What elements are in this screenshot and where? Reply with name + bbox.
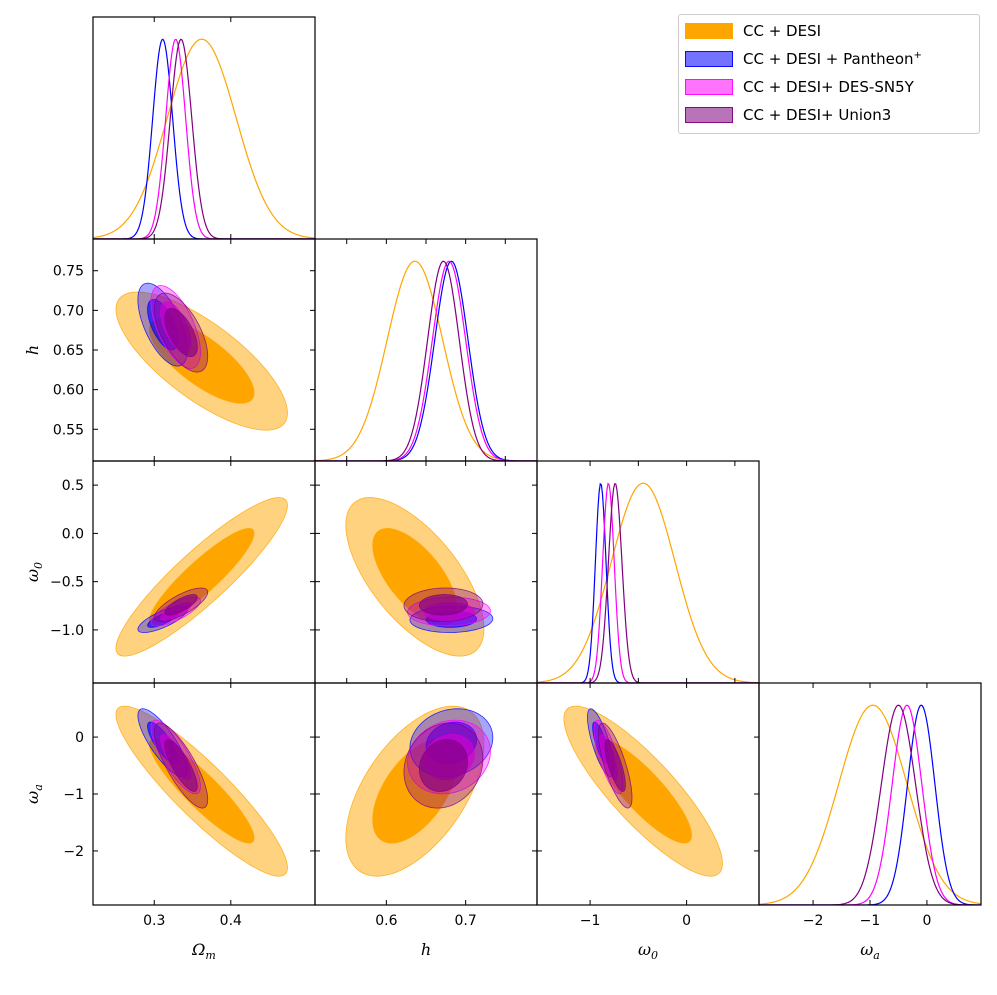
x-tick-label: −1 — [860, 913, 881, 929]
x-tick-label: 0.3 — [143, 913, 165, 929]
y-tick-label: 0.55 — [53, 422, 84, 438]
legend-label: CC + DESI + Pantheon+ — [743, 50, 922, 68]
y-tick-label: 0.75 — [53, 264, 84, 280]
marginal-curve-2 — [537, 482, 759, 683]
y-tick-label: 0 — [75, 730, 84, 746]
marginal-curve-1 — [93, 38, 315, 239]
legend-swatch-pantheon — [685, 51, 733, 67]
contour-3-inner — [418, 739, 468, 792]
contour-3-inner — [164, 739, 198, 792]
axis-label-omega_a: ωa — [23, 784, 45, 804]
marginal-curve-2 — [93, 38, 315, 239]
legend-label: CC + DESI+ Union3 — [743, 106, 892, 124]
contour-3-inner — [164, 308, 198, 358]
x-tick-label: 0.7 — [455, 913, 477, 929]
panel-frame — [92, 16, 316, 240]
legend-entry: CC + DESI — [685, 17, 979, 45]
axis-label-omega_a: ωa — [860, 940, 880, 962]
marginal-curve-3 — [315, 260, 537, 461]
panel-h-h — [315, 260, 537, 461]
legend-entry: CC + DESI+ DES-SN5Y — [685, 73, 979, 101]
legend-swatch-cc-desi — [685, 23, 733, 39]
marginal-curve-0 — [537, 482, 759, 683]
legend: CC + DESI CC + DESI + Pantheon+ CC + DES… — [678, 14, 980, 134]
panel-omega_0-omega_a — [563, 705, 723, 877]
marginal-curve-0 — [315, 260, 537, 461]
marginal-curve-3 — [759, 704, 981, 905]
panel-frame — [536, 460, 760, 684]
legend-label: CC + DESI+ DES-SN5Y — [743, 78, 914, 96]
y-tick-label: 0.65 — [53, 343, 84, 359]
x-tick-label: −2 — [803, 913, 824, 929]
legend-swatch-des-sn5y — [685, 79, 733, 95]
panel-omega_0-omega_0 — [537, 482, 759, 683]
y-tick-label: 0.0 — [62, 526, 84, 542]
axis-label-omega_0: ω0 — [638, 940, 658, 962]
marginal-curve-0 — [759, 704, 981, 905]
y-tick-label: −1 — [63, 787, 84, 803]
contour-3-inner — [418, 594, 468, 616]
marginal-curve-3 — [537, 482, 759, 683]
y-tick-label: −1.0 — [50, 623, 84, 639]
legend-swatch-union3 — [685, 107, 733, 123]
panel-Omega_m-Omega_m — [93, 38, 315, 239]
y-tick-label: −0.5 — [50, 575, 84, 591]
x-tick-label: 0.6 — [375, 913, 397, 929]
panel-Omega_m-h — [115, 282, 288, 431]
axis-label-omega_0: ω0 — [23, 562, 45, 582]
y-tick-label: 0.5 — [62, 478, 84, 494]
marginal-curve-2 — [759, 704, 981, 905]
y-tick-label: 0.70 — [53, 303, 84, 319]
marginal-curve-0 — [93, 38, 315, 239]
marginal-curve-1 — [315, 260, 537, 461]
panel-Omega_m-omega_0 — [115, 497, 288, 657]
x-tick-label: −1 — [580, 913, 601, 929]
axis-label-h: h — [421, 940, 431, 959]
panel-h-omega_0 — [345, 497, 494, 657]
contour-3-inner — [164, 594, 198, 616]
y-tick-label: 0.60 — [53, 383, 84, 399]
x-tick-label: 0 — [682, 913, 691, 929]
contour-3-inner — [604, 739, 626, 792]
panel-h-omega_a — [345, 705, 494, 877]
legend-label: CC + DESI — [743, 22, 822, 40]
y-tick-label: −2 — [63, 844, 84, 860]
legend-entry: CC + DESI+ Union3 — [685, 101, 979, 129]
axis-label-h: h — [23, 345, 42, 355]
legend-entry: CC + DESI + Pantheon+ — [685, 45, 979, 73]
panel-Omega_m-omega_a — [115, 705, 288, 877]
marginal-curve-3 — [93, 38, 315, 239]
panel-omega_a-omega_a — [759, 704, 981, 905]
marginal-curve-2 — [315, 260, 537, 461]
x-tick-label: 0 — [922, 913, 931, 929]
axis-label-Omega_m: Ωm — [191, 940, 216, 962]
marginal-curve-1 — [759, 704, 981, 905]
marginal-curve-1 — [537, 482, 759, 683]
x-tick-label: 0.4 — [220, 913, 242, 929]
